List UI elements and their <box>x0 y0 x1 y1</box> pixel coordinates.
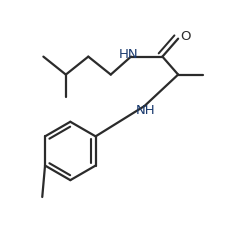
Text: O: O <box>179 30 190 43</box>
Text: NH: NH <box>135 104 155 117</box>
Text: HN: HN <box>118 48 138 61</box>
